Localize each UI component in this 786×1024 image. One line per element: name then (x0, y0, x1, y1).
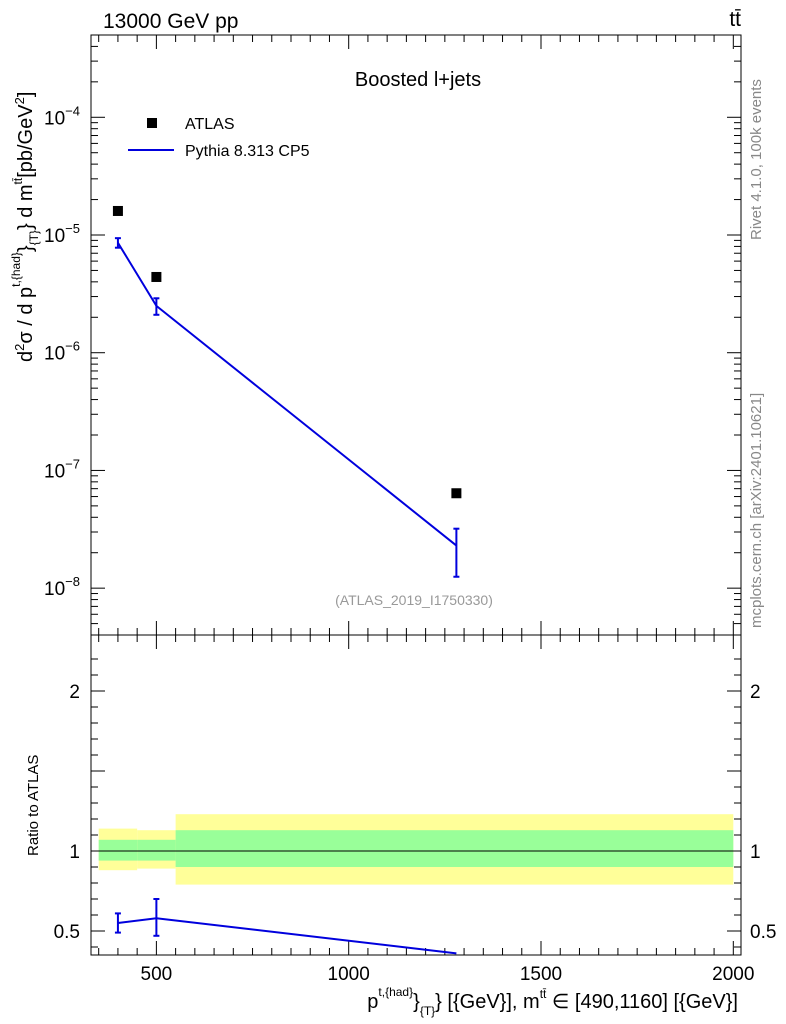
energy-label: 13000 GeV pp (103, 10, 238, 33)
ratio-tick-label: 2 (69, 682, 80, 703)
y-tick-label: 10−7 (44, 456, 80, 482)
ratio-tick-label-right: 0.5 (750, 922, 776, 943)
chart-title: Boosted l+jets (355, 69, 481, 91)
pythia-series (114, 237, 460, 578)
legend-pythia-label: Pythia 8.313 CP5 (185, 143, 310, 160)
svg-text:d2σ / d pt,{had}}{T}} d mtt̄[: d2σ / d pt,{had}}{T}} d mtt̄[pb/GeV2] (9, 92, 41, 362)
y-tick-label: 10−5 (44, 221, 80, 247)
y-tick-label: 10−8 (44, 574, 80, 600)
x-tick-label: 1500 (520, 964, 562, 985)
pythia-line (117, 242, 458, 547)
ratio-uncertainty-bands (98, 814, 734, 885)
ratio-tick-label: 0.5 (54, 922, 80, 943)
x-tick-label: 1000 (328, 964, 370, 985)
atlas-point (451, 488, 462, 499)
y-tick-label: 10−4 (44, 103, 80, 129)
ratio-y-axis-label: Ratio to ATLAS (25, 755, 42, 856)
atlas-series (112, 205, 462, 499)
x-tick-label: 2000 (712, 964, 754, 985)
band-inner-0 (98, 839, 138, 861)
y-axis-label: d2σ / d pt,{had}}{T}} d mtt̄[pb/GeV2] (9, 92, 41, 362)
legend-atlas-marker (147, 118, 157, 128)
process-label: tt̄ (729, 8, 741, 31)
ratio-tick-label-right: 2 (750, 682, 761, 703)
main-axes: 10−4 10−5 10−6 10−7 10−8 (44, 34, 741, 636)
x-axis-label: pt,{had}}{T}} [{GeV}], mtt̄ ∈ [490,1160]… (367, 985, 738, 1018)
rivet-label: Rivet 4.1.0, 100k events (748, 79, 765, 240)
y-tick-label: 10−6 (44, 339, 80, 365)
atlas-point (151, 271, 162, 282)
pythia-ratio-line (117, 917, 457, 955)
band-inner-1 (137, 839, 176, 861)
band-inner-2 (175, 830, 734, 867)
mcplots-label: mcplots.cern.ch [arXiv:2401.10621] (748, 393, 765, 628)
svg-text:pt,{had}}{T}} [{GeV}], mtt̄ ∈: pt,{had}}{T}} [{GeV}], mtt̄ ∈ [490,1160]… (367, 985, 738, 1018)
ratio-axes: 500 1000 1500 2000 2 2 1 1 0.5 0.5 (54, 635, 776, 985)
ratio-tick-label-right: 1 (750, 842, 761, 863)
pythia-ratio-series (114, 898, 457, 955)
legend-atlas-label: ATLAS (185, 116, 235, 133)
x-tick-label: 500 (141, 964, 173, 985)
analysis-tag: (ATLAS_2019_I1750330) (335, 592, 493, 608)
ratio-tick-label: 1 (69, 842, 80, 863)
ratio-panel-frame (90, 634, 742, 956)
atlas-point (112, 205, 123, 216)
